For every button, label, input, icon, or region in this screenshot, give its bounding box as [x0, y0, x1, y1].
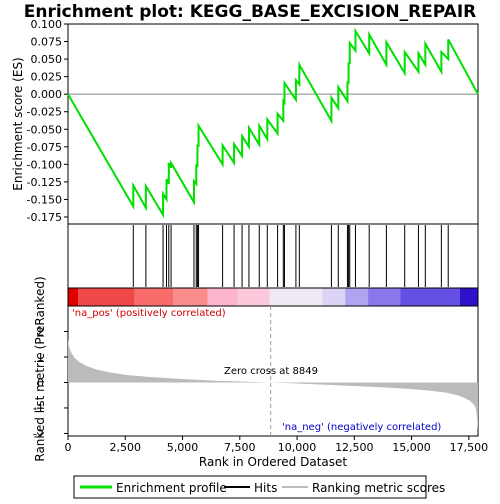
negative-correlation-label: 'na_neg' (negatively correlated) [282, 422, 441, 433]
chart-title: Enrichment plot: KEGG_BASE_EXCISION_REPA… [24, 2, 477, 22]
metric-y-tick-label: -1 [33, 402, 44, 415]
color-bar-segment [400, 288, 460, 306]
color-bar-segment [459, 288, 478, 306]
positive-correlation-label: 'na_pos' (positively correlated) [72, 308, 226, 319]
metric-y-axis-label: Ranked list metric (PreRanked) [33, 276, 47, 461]
es-y-tick-label: 0.000 [31, 88, 63, 101]
ranked-metric-panel: -2 -1 0 1 2 'na_pos' (positively correlated)… [33, 276, 488, 469]
es-y-tick-label: 0.075 [31, 36, 63, 49]
enrichment-profile-line [67, 27, 479, 219]
es-y-tick-label: -0.100 [27, 158, 62, 171]
es-y-tick-label: 0.025 [31, 71, 63, 84]
color-bar-segment [269, 288, 323, 306]
color-bar-segment [173, 288, 208, 306]
x-tick-label: 17,500 [450, 441, 489, 454]
metric-y-tick-label: -2 [33, 427, 44, 440]
legend-label-hits: Hits [254, 481, 277, 495]
color-bar-segment [78, 288, 135, 306]
hit-lines [132, 225, 449, 287]
hits-frame [67, 223, 479, 289]
color-bar-segment [237, 288, 270, 306]
color-bar-segment [134, 288, 174, 306]
es-y-tick-label: -0.125 [27, 176, 62, 189]
color-bar-segment [68, 288, 79, 306]
zero-cross-label: Zero cross at 8849 [224, 366, 318, 377]
legend: Enrichment profile Hits Ranking metric s… [73, 475, 445, 499]
x-tick-label: 0 [65, 441, 72, 454]
x-axis-label: Rank in Ordered Dataset [199, 455, 347, 469]
es-y-tick-label: -0.050 [27, 123, 62, 136]
es-y-tick-label: -0.075 [27, 141, 62, 154]
hits-panel [67, 223, 479, 289]
metric-plot-frame [67, 305, 479, 437]
es-y-tick-label: 0.100 [31, 18, 63, 31]
color-bar-segment [322, 288, 346, 306]
x-tick-label: 10,000 [278, 441, 317, 454]
es-y-ticks: -0.175 -0.150 -0.125 -0.100 -0.075 -0.050 -0.0… [27, 18, 68, 224]
es-y-tick-label: -0.150 [27, 193, 62, 206]
es-y-tick-label: -0.175 [27, 211, 62, 224]
color-bar-segment [207, 288, 238, 306]
x-tick-label: 7,500 [224, 441, 256, 454]
metric-y-tick-label: 2 [37, 325, 44, 338]
metric-y-tick-label: 0 [37, 376, 44, 389]
color-bar-segment [345, 288, 369, 306]
es-y-axis-label: Enrichment score (ES) [11, 57, 25, 190]
metric-y-ticks: -2 -1 0 1 2 [33, 325, 68, 440]
x-tick-label: 15,000 [392, 441, 431, 454]
rank-color-bar [67, 287, 479, 307]
enrichment-score-panel: -0.175 -0.150 -0.125 -0.100 -0.075 -0.050 -0.0… [11, 18, 479, 225]
legend-label-enrichment-profile: Enrichment profile [116, 481, 227, 495]
es-plot-frame [67, 23, 479, 225]
x-ticks: 0 2,500 5,000 7,500 10,000 12,500 15,000 17,500 [65, 436, 489, 454]
metric-y-tick-label: 1 [37, 351, 44, 364]
es-y-tick-label: 0.050 [31, 53, 63, 66]
x-tick-label: 12,500 [335, 441, 374, 454]
es-y-tick-label: -0.025 [27, 106, 62, 119]
x-tick-label: 2,500 [110, 441, 142, 454]
x-tick-label: 5,000 [167, 441, 199, 454]
color-bar-segment [368, 288, 401, 306]
legend-label-ranking-metric: Ranking metric scores [312, 481, 445, 495]
ranking-metric-area [68, 339, 478, 431]
